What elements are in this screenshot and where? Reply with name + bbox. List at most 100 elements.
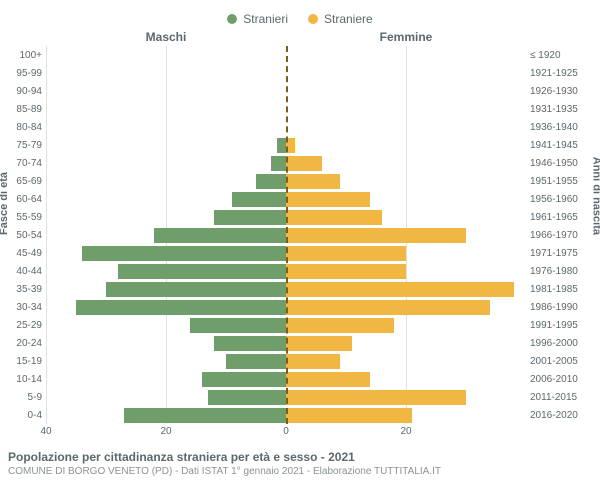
bar-female [286, 156, 322, 171]
legend-label-female: Straniere [324, 12, 373, 26]
birth-label: 1931-1935 [530, 100, 592, 118]
age-label: 5-9 [8, 388, 42, 406]
age-label: 20-24 [8, 334, 42, 352]
birth-label: 1946-1950 [530, 154, 592, 172]
chart-title: Popolazione per cittadinanza straniera p… [8, 450, 592, 464]
legend-item-male: Stranieri [227, 12, 288, 26]
legend-label-male: Stranieri [243, 12, 288, 26]
bar-male [190, 318, 286, 333]
birth-label: 1976-1980 [530, 262, 592, 280]
y-axis-left: 100+95-9990-9485-8980-8475-7970-7465-696… [8, 46, 46, 424]
bar-male [277, 138, 286, 153]
age-label: 35-39 [8, 280, 42, 298]
birth-label: 1951-1955 [530, 172, 592, 190]
bar-male [271, 156, 286, 171]
age-label: 55-59 [8, 208, 42, 226]
birth-label: 1991-1995 [530, 316, 592, 334]
age-label: 70-74 [8, 154, 42, 172]
age-label: 60-64 [8, 190, 42, 208]
bar-male [82, 246, 286, 261]
age-label: 25-29 [8, 316, 42, 334]
x-tick: 20 [160, 426, 171, 437]
x-tick: 20 [400, 426, 411, 437]
birth-label: 2006-2010 [530, 370, 592, 388]
age-label: 0-4 [8, 406, 42, 424]
bar-female [286, 354, 340, 369]
bar-male [214, 336, 286, 351]
bar-female [286, 336, 352, 351]
birth-label: 1926-1930 [530, 82, 592, 100]
birth-label: 1971-1975 [530, 244, 592, 262]
bar-male [124, 408, 286, 423]
bar-male [202, 372, 286, 387]
birth-label: 2001-2005 [530, 352, 592, 370]
birth-label: 1921-1925 [530, 64, 592, 82]
age-label: 75-79 [8, 136, 42, 154]
y-axis-right: ≤ 19201921-19251926-19301931-19351936-19… [526, 46, 592, 424]
bar-female [286, 264, 406, 279]
legend-dot-female [308, 14, 318, 24]
birth-label: 2011-2015 [530, 388, 592, 406]
birth-label: 1936-1940 [530, 118, 592, 136]
x-axis: 40 20 0 20 [8, 424, 592, 442]
bar-female [286, 246, 406, 261]
age-label: 90-94 [8, 82, 42, 100]
birth-label: 2016-2020 [530, 406, 592, 424]
birth-label: 1966-1970 [530, 226, 592, 244]
birth-label: 1956-1960 [530, 190, 592, 208]
age-label: 15-19 [8, 352, 42, 370]
birth-label: 1941-1945 [530, 136, 592, 154]
bar-male [208, 390, 286, 405]
col-header-female: Femmine [286, 30, 526, 44]
population-pyramid-chart: Stranieri Straniere Maschi Femmine Fasce… [0, 0, 600, 500]
legend-item-female: Straniere [308, 12, 373, 26]
center-line [286, 46, 288, 424]
bar-male [214, 210, 286, 225]
birth-label: ≤ 1920 [530, 46, 592, 64]
column-headers: Maschi Femmine [8, 28, 592, 46]
y-axis-label-left: Fasce di età [0, 172, 10, 235]
bar-male [118, 264, 286, 279]
bar-female [286, 210, 382, 225]
bar-male [226, 354, 286, 369]
bar-male [106, 282, 286, 297]
bar-female [286, 390, 466, 405]
age-label: 85-89 [8, 100, 42, 118]
bars-area [46, 46, 526, 424]
bar-male [232, 192, 286, 207]
legend: Stranieri Straniere [8, 10, 592, 28]
age-label: 50-54 [8, 226, 42, 244]
bar-female [286, 372, 370, 387]
birth-label: 1996-2000 [530, 334, 592, 352]
col-header-male: Maschi [46, 30, 286, 44]
x-tick: 0 [283, 426, 289, 437]
birth-label: 1981-1985 [530, 280, 592, 298]
bar-female [286, 192, 370, 207]
age-label: 80-84 [8, 118, 42, 136]
bar-female [286, 282, 514, 297]
age-label: 40-44 [8, 262, 42, 280]
legend-dot-male [227, 14, 237, 24]
plot-area: Fasce di età 100+95-9990-9485-8980-8475-… [8, 46, 592, 424]
bar-male [154, 228, 286, 243]
bar-female [286, 228, 466, 243]
chart-subtitle: COMUNE DI BORGO VENETO (PD) - Dati ISTAT… [8, 466, 592, 477]
chart-footer: Popolazione per cittadinanza straniera p… [8, 450, 592, 477]
birth-label: 1961-1965 [530, 208, 592, 226]
bar-male [76, 300, 286, 315]
bar-female [286, 408, 412, 423]
x-tick: 40 [40, 426, 51, 437]
age-label: 100+ [8, 46, 42, 64]
bar-female [286, 318, 394, 333]
age-label: 10-14 [8, 370, 42, 388]
y-axis-label-right: Anni di nascita [590, 157, 600, 235]
age-label: 30-34 [8, 298, 42, 316]
birth-label: 1986-1990 [530, 298, 592, 316]
x-ticks: 4020020 [46, 424, 526, 442]
age-label: 65-69 [8, 172, 42, 190]
age-label: 95-99 [8, 64, 42, 82]
bar-male [256, 174, 286, 189]
bar-female [286, 174, 340, 189]
age-label: 45-49 [8, 244, 42, 262]
bar-female [286, 300, 490, 315]
